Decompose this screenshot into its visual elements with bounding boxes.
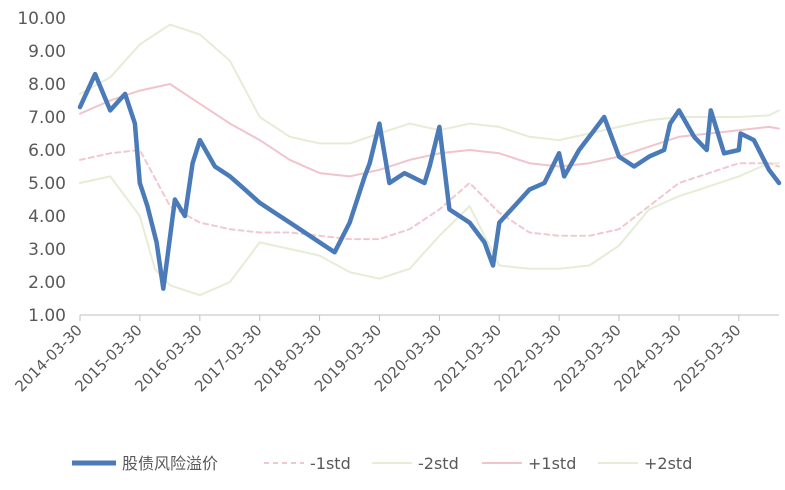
legend: 股债风险溢价 -1std -2std +1std +2std bbox=[72, 454, 692, 473]
legend-label: +1std bbox=[528, 454, 576, 473]
y-tick-label: 3.00 bbox=[28, 240, 66, 260]
y-tick-label: 7.00 bbox=[28, 108, 66, 128]
series-lines bbox=[77, 23, 782, 297]
series-line-1 bbox=[77, 71, 782, 291]
series-line-5 bbox=[79, 23, 780, 145]
y-axis-tick-labels: 1.00 2.00 3.00 4.00 5.00 6.00 7.00 8.00 9.00 10.0… bbox=[17, 9, 66, 326]
y-tick-label: 9.00 bbox=[28, 42, 66, 62]
y-tick-label: 4.00 bbox=[28, 207, 66, 227]
series-line-3 bbox=[79, 162, 780, 297]
legend-label: -1std bbox=[310, 454, 351, 473]
y-tick-label: 10.00 bbox=[17, 9, 66, 29]
series-line-2 bbox=[79, 149, 780, 241]
legend-label: +2std bbox=[644, 454, 692, 473]
x-axis-tick-labels: 2014-03-302015-03-302016-03-302017-03-30… bbox=[11, 321, 744, 395]
y-tick-label: 5.00 bbox=[28, 174, 66, 194]
series-line-4 bbox=[79, 83, 780, 178]
y-tick-label: 8.00 bbox=[28, 75, 66, 95]
y-tick-label: 1.00 bbox=[28, 306, 66, 326]
legend-label: -2std bbox=[418, 454, 459, 473]
x-axis bbox=[79, 314, 779, 321]
legend-label: 股债风险溢价 bbox=[122, 454, 218, 473]
y-tick-label: 2.00 bbox=[28, 273, 66, 293]
y-tick-label: 6.00 bbox=[28, 141, 66, 161]
